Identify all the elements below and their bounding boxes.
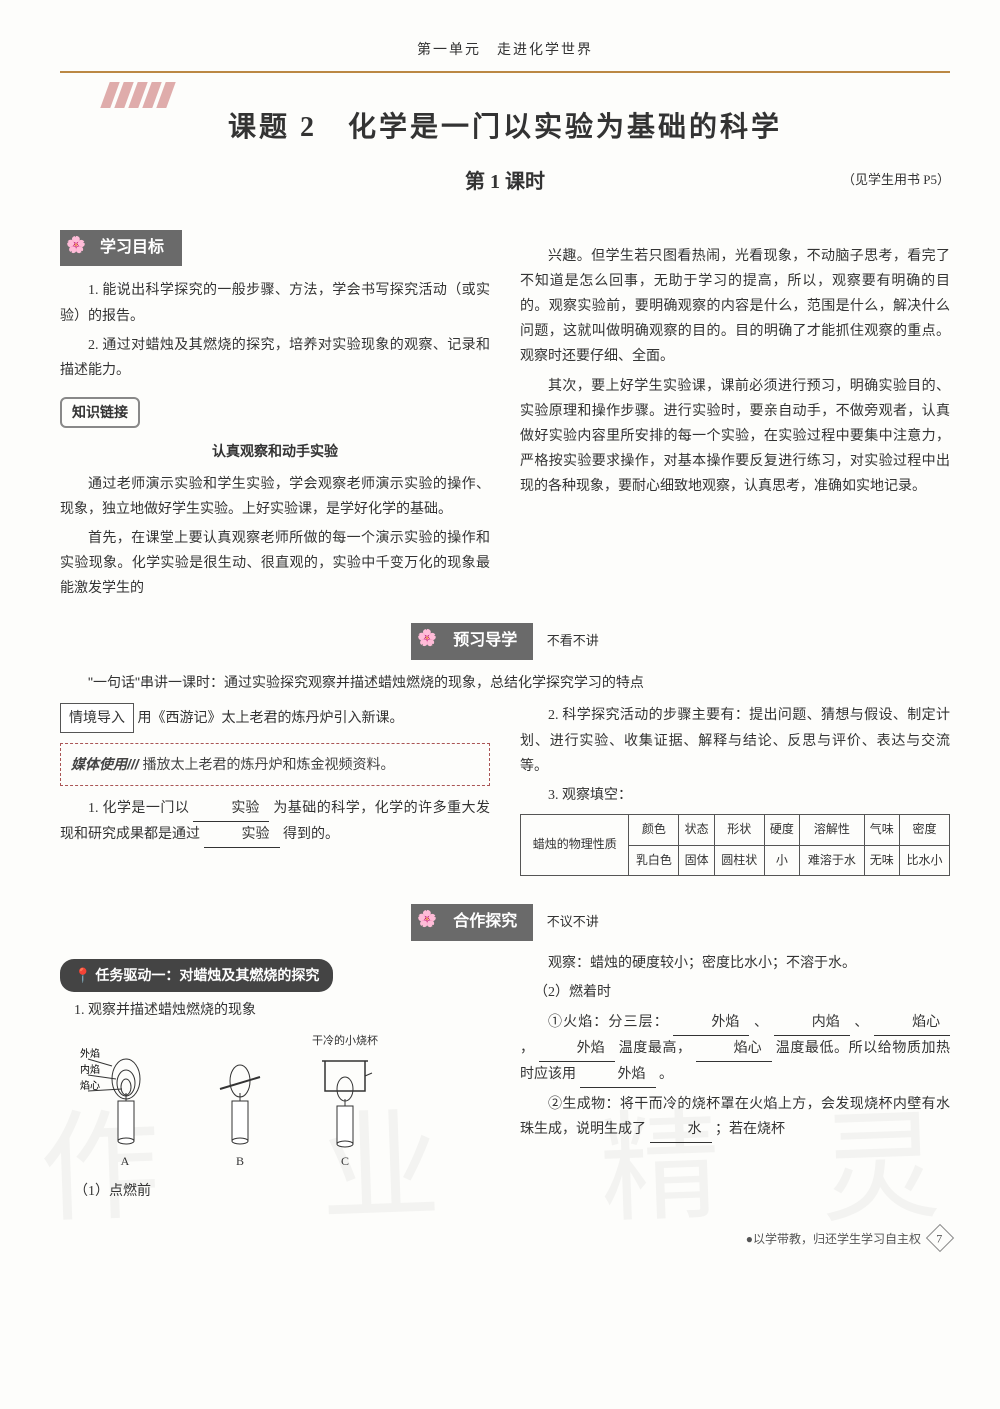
td-5: 难溶于水 — [800, 845, 865, 876]
th-0: 蜡烛的物理性质 — [521, 815, 629, 876]
unit-header: 第一单元 走进化学世界 — [60, 30, 950, 73]
flame-b2: 内焰 — [774, 1010, 850, 1036]
preview-band-note: 不看不讲 — [547, 629, 599, 652]
candle-c-svg — [310, 1051, 380, 1151]
flame-b1: 外焰 — [673, 1010, 749, 1036]
l-core: 焰心 — [80, 1079, 100, 1092]
th-4: 硬度 — [764, 815, 799, 846]
burning-label: （2）燃着时 — [520, 980, 950, 1005]
task-pill: 任务驱动一：对蜡烛及其燃烧的探究 — [60, 959, 333, 992]
flame-b4: 外焰 — [539, 1036, 615, 1062]
product-b1: 水 — [650, 1117, 712, 1143]
flame-b3: 焰心 — [874, 1010, 950, 1036]
flame-c1: ， — [520, 1041, 535, 1056]
media-label: 媒体使用/// — [71, 756, 139, 772]
page-reference: （见学生用书 P5） — [842, 168, 950, 191]
flame-dot: 。 — [659, 1067, 673, 1082]
candle-a-svg: 外焰 内焰 焰心 — [80, 1041, 170, 1151]
context-pill: 情境导入 — [60, 703, 134, 732]
td-1: 乳白色 — [629, 845, 679, 876]
l-outer: 外焰 — [80, 1047, 100, 1060]
l-inner: 内焰 — [80, 1063, 100, 1076]
th-3: 形状 — [714, 815, 764, 846]
decorative-hashes — [105, 82, 171, 108]
th-5: 溶解性 — [800, 815, 865, 846]
preview-item2: 2. 科学探究活动的步骤主要有：提出问题、猜想与假设、制定计划、进行实验、收集证… — [520, 703, 950, 779]
goal-item-2: 2. 通过对蜡烛及其燃烧的探究，培养对实验现象的观察、记录和描述能力。 — [60, 333, 490, 383]
flame-line: ①火焰：分三层： 外焰 、 内焰 、 焰心 ， 外焰 温度最高， 焰心 温度最低… — [520, 1010, 950, 1089]
fill1-post: 得到的。 — [283, 827, 339, 842]
obs1: 观察：蜡烛的硬度较小；密度比水小；不溶于水。 — [520, 951, 950, 976]
link-p4: 其次，要上好学生实验课，课前必须进行预习，明确实验目的、实验原理和操作步骤。进行… — [520, 374, 950, 500]
fill1-pre: 1. 化学是一门以 — [88, 801, 189, 816]
td-4: 小 — [764, 845, 799, 876]
page-number: 7 — [936, 1229, 942, 1249]
goal-item-1: 1. 能说出科学探究的一般步骤、方法，学会书写探究活动（或实验）的报告。 — [60, 278, 490, 328]
lesson-title: 课题 2 化学是一门以实验为基础的科学 — [60, 103, 950, 153]
preview-band: 预习导学 不看不讲 — [60, 623, 950, 660]
label-a: A — [80, 1151, 170, 1173]
td-7: 比水小 — [899, 845, 949, 876]
flame-b6: 外焰 — [580, 1062, 656, 1088]
fill1-blank1: 实验 — [193, 796, 269, 822]
th-7: 密度 — [899, 815, 949, 846]
one-sentence-summary: "一句话"串讲一课时：通过实验探究观察并描述蜡烛燃烧的现象，总结化学探究学习的特… — [60, 670, 950, 695]
th-6: 气味 — [864, 815, 899, 846]
lesson-subtitle: 第 1 课时 — [60, 164, 950, 200]
coop-step1: 1. 观察并描述蜡烛燃烧的现象 — [60, 998, 490, 1023]
coop-band: 合作探究 不议不讲 — [60, 904, 950, 941]
th-1: 颜色 — [629, 815, 679, 846]
candle-diagram-row: 外焰 内焰 焰心 A B 干冷的小烧杯 — [80, 1032, 490, 1173]
media-box: 媒体使用/// 播放太上老君的炼丹炉和炼金视频资料。 — [60, 743, 490, 786]
coop-band-note: 不议不讲 — [547, 910, 599, 933]
candle-c: 干冷的小烧杯 C — [310, 1032, 380, 1173]
link-p2: 首先，在课堂上要认真观察老师所做的每一个演示实验的操作和实验现象。化学实验是很生… — [60, 526, 490, 602]
coop-band-label: 合作探究 — [411, 904, 533, 941]
page-footer: ●以学带教，归还学生学习自主权 7 — [60, 1228, 950, 1251]
td-2: 固体 — [679, 845, 714, 876]
link-center-title: 认真观察和动手实验 — [60, 440, 490, 465]
fill1-blank2: 实验 — [204, 822, 280, 848]
product-line: ②生成物：将干而冷的烧杯罩在火焰上方，会发现烧杯内壁有水珠生成，说明生成了 水 … — [520, 1092, 950, 1143]
flame-s2: 、 — [854, 1015, 869, 1030]
link-p1: 通过老师演示实验和学生实验，学会观察老师演示实验的操作、现象，独立地做好学生实验… — [60, 472, 490, 522]
context-text: 用《西游记》太上老君的炼丹炉引入新课。 — [138, 711, 404, 726]
flame-mid: 温度最高， — [619, 1041, 692, 1056]
flame-s1: 、 — [754, 1015, 769, 1030]
candle-a: 外焰 内焰 焰心 A — [80, 1041, 170, 1173]
pre-burn: （1）点燃前 — [60, 1179, 490, 1204]
fill-1: 1. 化学是一门以 实验 为基础的科学，化学的许多重大发现和研究成果都是通过 实… — [60, 796, 490, 848]
beaker-note: 干冷的小烧杯 — [310, 1032, 380, 1052]
label-b: B — [210, 1151, 270, 1173]
footer-text: ●以学带教，归还学生学习自主权 — [746, 1232, 921, 1246]
context-line: 情境导入 用《西游记》太上老君的炼丹炉引入新课。 — [60, 703, 490, 732]
flame-b5: 焰心 — [696, 1036, 772, 1062]
label-c: C — [310, 1151, 380, 1173]
knowledge-link-box: 知识链接 — [60, 397, 140, 428]
candle-b: B — [210, 1041, 270, 1173]
td-6: 无味 — [864, 845, 899, 876]
page-number-box: 7 — [926, 1224, 954, 1252]
preview-band-label: 预习导学 — [411, 623, 533, 660]
media-text: 播放太上老君的炼丹炉和炼金视频资料。 — [143, 756, 395, 772]
th-2: 状态 — [679, 815, 714, 846]
flame-pre: ①火焰：分三层： — [548, 1015, 669, 1030]
goals-heading: 学习目标 — [60, 230, 182, 267]
td-3: 圆柱状 — [714, 845, 764, 876]
link-p3: 兴趣。但学生若只图看热闹，光看现象，不动脑子思考，看完了不知道是怎么回事，无助于… — [520, 244, 950, 370]
candle-properties-table: 蜡烛的物理性质 颜色 状态 形状 硬度 溶解性 气味 密度 乳白色 固体 圆柱状… — [520, 814, 950, 876]
product-post: ；若在烧杯 — [715, 1122, 785, 1137]
preview-item3: 3. 观察填空： — [520, 783, 950, 808]
candle-b-svg — [210, 1041, 270, 1151]
